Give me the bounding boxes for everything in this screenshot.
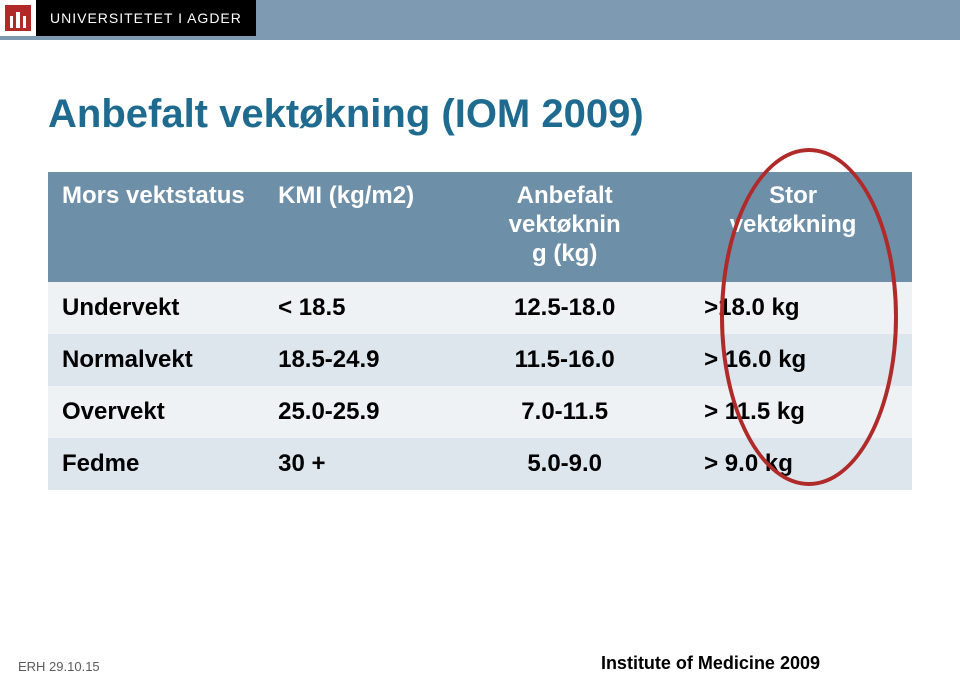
cell-big: > 16.0 kg xyxy=(674,334,912,386)
university-logo xyxy=(0,0,36,36)
cell-big: > 9.0 kg xyxy=(674,438,912,490)
table-row: Undervekt < 18.5 12.5-18.0 >18.0 kg xyxy=(48,282,912,334)
table-row: Normalvekt 18.5-24.9 11.5-16.0 > 16.0 kg xyxy=(48,334,912,386)
cell-rec: 12.5-18.0 xyxy=(455,282,674,334)
cell-rec: 5.0-9.0 xyxy=(455,438,674,490)
weight-table: Mors vektstatus KMI (kg/m2) Anbefalt vek… xyxy=(48,172,912,490)
cell-kmi: 18.5-24.9 xyxy=(264,334,455,386)
cell-rec: 11.5-16.0 xyxy=(455,334,674,386)
university-logo-icon xyxy=(5,5,31,31)
cell-big: >18.0 kg xyxy=(674,282,912,334)
university-name: UNIVERSITETET I AGDER xyxy=(36,0,256,36)
col-header-kmi: KMI (kg/m2) xyxy=(264,172,455,282)
table-header-row: Mors vektstatus KMI (kg/m2) Anbefalt vek… xyxy=(48,172,912,282)
slide-title: Anbefalt vektøkning (IOM 2009) xyxy=(48,92,644,137)
cell-kmi: 30 + xyxy=(264,438,455,490)
cell-big: > 11.5 kg xyxy=(674,386,912,438)
footer-left: ERH 29.10.15 xyxy=(18,659,100,674)
cell-kmi: < 18.5 xyxy=(264,282,455,334)
table-row: Overvekt 25.0-25.9 7.0-11.5 > 11.5 kg xyxy=(48,386,912,438)
cell-status: Normalvekt xyxy=(48,334,264,386)
cell-rec: 7.0-11.5 xyxy=(455,386,674,438)
cell-status: Fedme xyxy=(48,438,264,490)
cell-status: Undervekt xyxy=(48,282,264,334)
col-header-status: Mors vektstatus xyxy=(48,172,264,282)
col-header-recommended: Anbefalt vektøknin g (kg) xyxy=(455,172,674,282)
cell-status: Overvekt xyxy=(48,386,264,438)
cell-kmi: 25.0-25.9 xyxy=(264,386,455,438)
table-row: Fedme 30 + 5.0-9.0 > 9.0 kg xyxy=(48,438,912,490)
university-block: UNIVERSITETET I AGDER xyxy=(0,0,256,36)
col-header-large: Stor vektøkning xyxy=(674,172,912,282)
footer-right: Institute of Medicine 2009 xyxy=(601,653,820,674)
